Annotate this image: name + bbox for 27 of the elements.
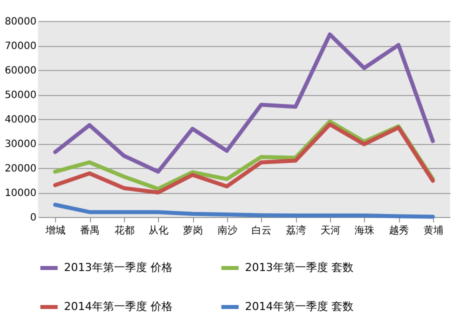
legend-label: 2014年第一季度 价格 <box>64 300 172 313</box>
x-tick-label: 从化 <box>148 224 169 236</box>
x-tick-label: 南沙 <box>217 224 238 236</box>
x-tick-label: 天河 <box>320 224 340 236</box>
y-tick-label: 30000 <box>4 139 36 150</box>
x-tick-label: 海珠 <box>354 224 375 236</box>
x-tick-label: 荔湾 <box>286 224 306 236</box>
legend-label: 2014年第一季度 套数 <box>245 300 354 313</box>
legend-label: 2013年第一季度 价格 <box>64 261 172 274</box>
legend-label: 2013年第一季度 套数 <box>245 261 354 274</box>
x-tick-label: 番禺 <box>80 224 100 236</box>
y-tick-label: 60000 <box>4 66 36 76</box>
y-tick-label: 50000 <box>4 90 36 101</box>
y-tick-label: 40000 <box>4 114 36 126</box>
line-series <box>53 202 435 219</box>
y-tick-label: 0 <box>30 212 36 224</box>
x-tick-label: 黄埔 <box>423 224 444 236</box>
y-tick-label: 10000 <box>4 188 36 199</box>
x-tick-label: 增城 <box>44 224 66 236</box>
x-tick-label: 白云 <box>252 224 272 236</box>
x-tick-label: 萝岗 <box>183 224 203 236</box>
y-tick-label: 80000 <box>4 16 36 28</box>
line-series <box>53 32 435 174</box>
x-tick-label: 越秀 <box>389 224 409 236</box>
x-tick-label: 花都 <box>114 224 134 236</box>
y-tick-label: 70000 <box>4 41 36 52</box>
y-tick-label: 20000 <box>4 164 36 174</box>
